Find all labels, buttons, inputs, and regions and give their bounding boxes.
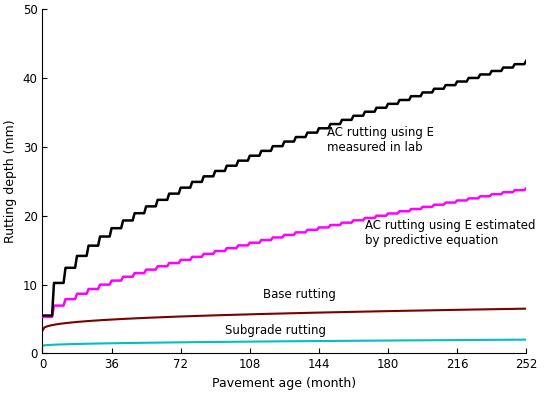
Text: AC rutting using E
measured in lab: AC rutting using E measured in lab xyxy=(326,126,433,154)
X-axis label: Pavement age (month): Pavement age (month) xyxy=(212,377,356,390)
Text: Base rutting: Base rutting xyxy=(263,288,336,301)
Text: Subgrade rutting: Subgrade rutting xyxy=(225,324,326,337)
Y-axis label: Rutting depth (mm): Rutting depth (mm) xyxy=(4,119,17,243)
Text: AC rutting using E estimated
by predictive equation: AC rutting using E estimated by predicti… xyxy=(365,219,535,247)
